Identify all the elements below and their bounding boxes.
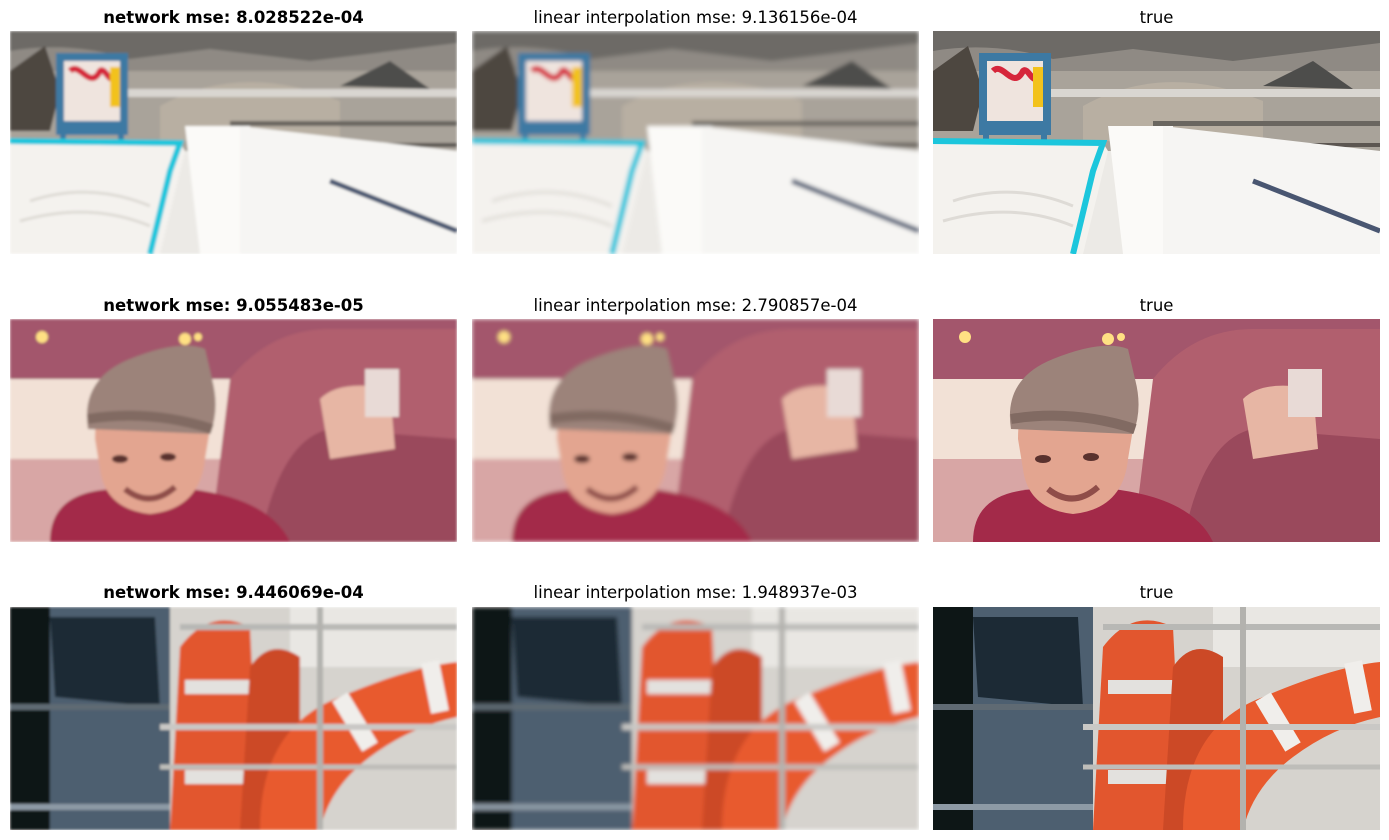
network-image-man [10,319,457,542]
network-image-rings [10,607,457,830]
linear-image-man [472,319,919,542]
network-title-row1: network mse: 8.028522e-04 [103,8,364,27]
linear-title-row1: linear interpolation mse: 9.136156e-04 [533,8,858,27]
linear-image-snow [472,31,919,254]
true-title-row1: true [1139,8,1174,27]
network-image-snow [10,31,457,254]
linear-title-row2: linear interpolation mse: 2.790857e-04 [533,296,858,315]
true-title-row2: true [1139,296,1174,315]
linear-title-row3: linear interpolation mse: 1.948937e-03 [533,583,858,602]
network-title-row3: network mse: 9.446069e-04 [103,583,364,602]
true-image-snow [933,31,1380,254]
true-title-row3: true [1139,583,1174,602]
linear-image-rings [472,607,919,830]
true-image-man [933,319,1380,542]
true-image-rings [933,607,1380,830]
network-title-row2: network mse: 9.055483e-05 [103,296,364,315]
